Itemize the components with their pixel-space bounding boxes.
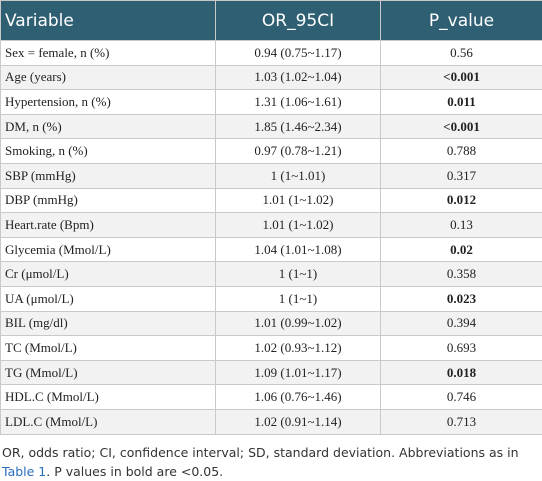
table-row: DBP (mmHg) 1.01 (1~1.02) 0.012 — [0, 187, 542, 214]
results-table: Variable OR_95CI P_value Sex = female, n (… — [0, 0, 542, 435]
or-cell: 1.01 (0.99~1.02) — [215, 310, 381, 337]
table-row: UA (μmol/L) 1 (1~1) 0.023 — [0, 285, 542, 312]
table-row: Cr (μmol/L) 1 (1~1) 0.358 — [0, 261, 542, 287]
p-value-cell: 0.788 — [380, 138, 542, 164]
p-value-cell: 0.018 — [380, 359, 542, 386]
table-row: Age (years) 1.03 (1.02~1.04) <0.001 — [0, 64, 542, 91]
variable-cell: Sex = female, n (%) — [0, 40, 216, 66]
or-cell: 1.01 (1~1.02) — [215, 187, 381, 214]
or-cell: 1 (1~1) — [215, 261, 381, 287]
p-value-cell: 0.012 — [380, 187, 542, 214]
variable-cell: TC (Mmol/L) — [0, 335, 216, 361]
table-row: DM, n (%) 1.85 (1.46~2.34) <0.001 — [0, 113, 542, 140]
table-row: Sex = female, n (%) 0.94 (0.75~1.17) 0.56 — [0, 40, 542, 66]
variable-cell: UA (μmol/L) — [0, 285, 216, 312]
or-cell: 1.04 (1.01~1.08) — [215, 236, 381, 263]
or-cell: 1 (1~1) — [215, 285, 381, 312]
variable-cell: Cr (μmol/L) — [0, 261, 216, 287]
table-row: TC (Mmol/L) 1.02 (0.93~1.12) 0.693 — [0, 335, 542, 361]
or-cell: 1.09 (1.01~1.17) — [215, 359, 381, 386]
variable-cell: Smoking, n (%) — [0, 138, 216, 164]
header-cell: OR_95CI — [215, 0, 381, 41]
p-value-cell: 0.394 — [380, 310, 542, 337]
or-cell: 1 (1~1.01) — [215, 162, 381, 189]
p-value-cell: 0.02 — [380, 236, 542, 263]
variable-cell: DBP (mmHg) — [0, 187, 216, 214]
table-row: SBP (mmHg) 1 (1~1.01) 0.317 — [0, 162, 542, 189]
or-cell: 1.06 (0.76~1.46) — [215, 384, 381, 410]
variable-cell: LDL.C (Mmol/L) — [0, 408, 216, 435]
p-value-cell: 0.011 — [380, 89, 542, 115]
p-value-cell: 0.713 — [380, 408, 542, 435]
p-value-cell: 0.56 — [380, 40, 542, 66]
variable-cell: HDL.C (Mmol/L) — [0, 384, 216, 410]
variable-cell: TG (Mmol/L) — [0, 359, 216, 386]
header-cell: P_value — [380, 0, 542, 41]
p-value-cell: <0.001 — [380, 64, 542, 91]
p-value-cell: <0.001 — [380, 113, 542, 140]
p-value-cell: 0.358 — [380, 261, 542, 287]
or-cell: 1.31 (1.06~1.61) — [215, 89, 381, 115]
table-body: Sex = female, n (%) 0.94 (0.75~1.17) 0.56 A… — [0, 40, 542, 435]
or-cell: 1.03 (1.02~1.04) — [215, 64, 381, 91]
table-row: Hypertension, n (%) 1.31 (1.06~1.61) 0.011 — [0, 89, 542, 115]
table-link[interactable]: Table 1 — [2, 463, 47, 479]
table-row: LDL.C (Mmol/L) 1.02 (0.91~1.14) 0.713 — [0, 408, 542, 435]
or-cell: 0.94 (0.75~1.17) — [215, 40, 381, 66]
variable-cell: SBP (mmHg) — [0, 162, 216, 189]
footnote-text: . P values in bold are <0.05. — [46, 463, 224, 479]
or-cell: 1.85 (1.46~2.34) — [215, 113, 381, 140]
variable-cell: BIL (mg/dl) — [0, 310, 216, 337]
p-value-cell: 0.023 — [380, 285, 542, 312]
table-row: Glycemia (Mmol/L) 1.04 (1.01~1.08) 0.02 — [0, 236, 542, 263]
p-value-cell: 0.13 — [380, 212, 542, 238]
p-value-cell: 0.746 — [380, 384, 542, 410]
or-cell: 1.02 (0.93~1.12) — [215, 335, 381, 361]
table-row: HDL.C (Mmol/L) 1.06 (0.76~1.46) 0.746 — [0, 384, 542, 410]
or-cell: 1.02 (0.91~1.14) — [215, 408, 381, 435]
footnote: OR, odds ratio; CI, confidence interval;… — [0, 435, 542, 481]
variable-cell: Hypertension, n (%) — [0, 89, 216, 115]
table-row: BIL (mg/dl) 1.01 (0.99~1.02) 0.394 — [0, 310, 542, 337]
table-row: TG (Mmol/L) 1.09 (1.01~1.17) 0.018 — [0, 359, 542, 386]
variable-cell: Age (years) — [0, 64, 216, 91]
table-row: Heart.rate (Bpm) 1.01 (1~1.02) 0.13 — [0, 212, 542, 238]
variable-cell: DM, n (%) — [0, 113, 216, 140]
table-row: Smoking, n (%) 0.97 (0.78~1.21) 0.788 — [0, 138, 542, 164]
footnote-text: OR, odds ratio; CI, confidence interval;… — [2, 444, 519, 460]
or-cell: 1.01 (1~1.02) — [215, 212, 381, 238]
variable-cell: Glycemia (Mmol/L) — [0, 236, 216, 263]
p-value-cell: 0.693 — [380, 335, 542, 361]
header-cell: Variable — [0, 0, 216, 41]
variable-cell: Heart.rate (Bpm) — [0, 212, 216, 238]
or-cell: 0.97 (0.78~1.21) — [215, 138, 381, 164]
p-value-cell: 0.317 — [380, 162, 542, 189]
header-row: Variable OR_95CI P_value — [0, 0, 542, 41]
